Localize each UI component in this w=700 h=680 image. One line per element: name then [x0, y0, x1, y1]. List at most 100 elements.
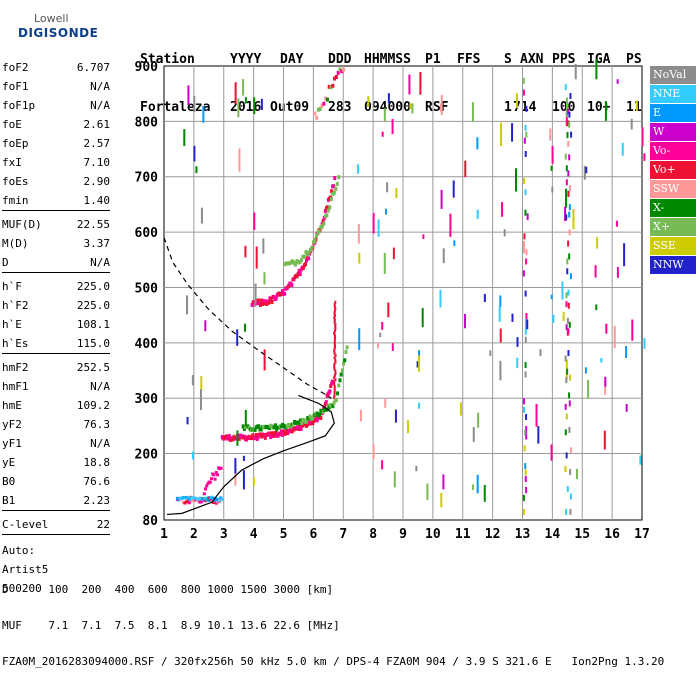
noise-streak — [499, 295, 502, 307]
param-row: yE 18.8 — [2, 453, 110, 472]
noise-streak — [238, 148, 241, 172]
noise-streak — [244, 245, 247, 258]
param-row: D N/A — [2, 253, 110, 272]
echo-point — [567, 328, 570, 335]
header-row-labels: Station YYYY DAY DDD HHMMSS P1 FFS S AXN PPS IGA PS — [140, 52, 642, 68]
legend-vo: Vo+ — [650, 161, 696, 179]
scaled-parameters-panel: foF2 6.707 foF1 N/A foF1p N/A foE 2.61 foEp 2.57 f… — [2, 58, 110, 598]
noise-streak — [191, 375, 194, 386]
echo-point — [204, 487, 208, 491]
param-value: 18.8 — [83, 456, 111, 469]
param-value: 22 — [96, 518, 110, 531]
echo-point — [334, 322, 337, 326]
echo-point — [330, 189, 334, 194]
param-name: fxI — [2, 156, 22, 169]
echo-point — [564, 429, 567, 436]
echo-point — [210, 477, 214, 481]
legend-vo: Vo- — [650, 142, 696, 160]
echo-point — [565, 452, 568, 459]
echo-point — [320, 103, 324, 108]
param-value: 76.6 — [83, 475, 111, 488]
echo-point — [265, 301, 269, 306]
echo-point — [522, 77, 525, 84]
legend-noval: NoVal — [650, 66, 696, 84]
noise-streak — [391, 343, 394, 352]
noise-streak — [191, 451, 194, 460]
noise-streak — [472, 426, 475, 442]
echo-point — [332, 401, 336, 406]
echo-point — [525, 131, 528, 138]
echo-point — [565, 301, 568, 308]
param-name: foE — [2, 118, 22, 131]
echo-point — [313, 111, 317, 116]
noise-streak — [539, 349, 542, 356]
echo-point — [333, 347, 336, 351]
param-name: h`F — [2, 280, 22, 293]
param-value: 109.2 — [76, 399, 110, 412]
noise-streak — [501, 202, 504, 217]
echo-point — [334, 336, 337, 340]
param-row: B1 2.23 — [2, 491, 110, 510]
echo-point — [187, 501, 191, 505]
noise-streak — [186, 295, 189, 315]
echo-point — [289, 427, 293, 432]
param-row: M(D) 3.37 — [2, 234, 110, 253]
noise-streak — [359, 409, 362, 422]
y-tick-label: 900 — [135, 60, 159, 75]
noise-streak — [244, 323, 247, 332]
noise-streak — [537, 426, 540, 444]
echo-point — [237, 436, 241, 441]
echo-point — [208, 480, 212, 484]
echo-point — [329, 384, 333, 389]
echo-point — [525, 486, 528, 493]
echo-point — [255, 301, 259, 306]
echo-point — [204, 496, 208, 500]
noise-streak — [195, 166, 198, 174]
echo-point — [345, 345, 349, 350]
header-label: HHMMSS — [364, 52, 411, 67]
echo-point — [333, 364, 336, 368]
param-row: foF1p N/A — [2, 96, 110, 115]
header-label: IGA — [587, 52, 611, 67]
echo-point — [334, 74, 338, 79]
echo-point — [333, 316, 336, 320]
param-row: h`E 108.1 — [2, 315, 110, 334]
header-value: Fortaleza — [140, 100, 211, 115]
param-name: hmE — [2, 399, 22, 412]
echo-point — [568, 400, 571, 407]
legend-ssw: SSW — [650, 180, 696, 198]
noise-streak — [204, 320, 207, 332]
echo-point — [315, 115, 319, 120]
echo-point — [568, 253, 571, 260]
echo-point — [328, 205, 332, 210]
echo-point — [566, 485, 569, 492]
noise-streak — [408, 74, 411, 95]
echo-point — [339, 372, 343, 377]
echo-point — [290, 283, 294, 288]
param-row: fxI 7.10 — [2, 153, 110, 172]
noise-streak — [516, 337, 519, 347]
x-tick-label: 5 — [280, 527, 288, 542]
noise-streak — [625, 404, 628, 412]
echo-point — [342, 67, 346, 72]
noise-streak — [483, 485, 486, 502]
x-tick-label: 16 — [604, 527, 620, 542]
noise-streak — [499, 328, 502, 343]
noise-streak — [381, 131, 384, 137]
autoscaling-info: Auto: Artist5 500200 — [2, 535, 110, 598]
echo-point — [570, 131, 573, 138]
echo-point — [310, 245, 314, 250]
legend-w: W — [650, 123, 696, 141]
param-row: MUF(D) 22.55 — [2, 215, 110, 234]
noise-streak — [605, 323, 608, 334]
echo-point — [327, 405, 331, 410]
echo-point — [311, 420, 315, 425]
noise-streak — [357, 223, 360, 244]
noise-streak — [381, 460, 384, 470]
echo-point — [205, 484, 209, 488]
x-tick-label: 2 — [190, 527, 198, 542]
noise-streak — [442, 248, 445, 264]
echo-point — [332, 190, 336, 195]
echo-point — [270, 433, 274, 438]
param-value: 22.55 — [76, 218, 110, 231]
